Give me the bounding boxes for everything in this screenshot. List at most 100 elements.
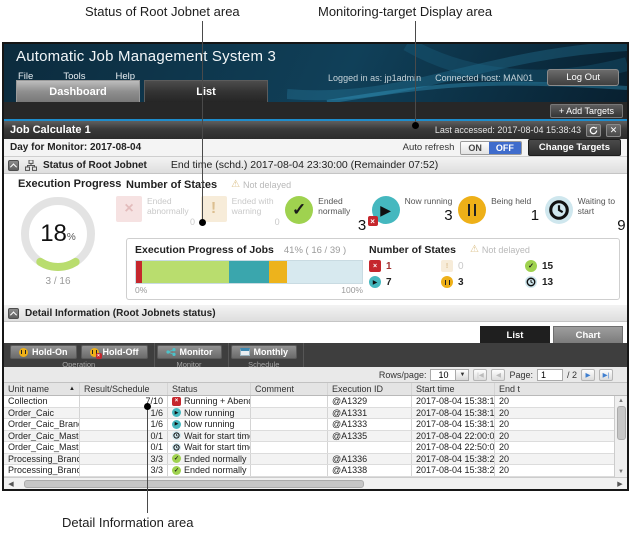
- held-icon: ×: [89, 347, 102, 359]
- view-tab-chart[interactable]: Chart: [553, 326, 623, 343]
- column-header-3[interactable]: Comment: [251, 383, 328, 395]
- next-page-button[interactable]: ▶: [581, 368, 595, 381]
- column-header-5[interactable]: Start time: [412, 383, 495, 395]
- status-text: Now running: [184, 419, 235, 430]
- monitor-button[interactable]: Monitor: [156, 345, 222, 359]
- gauge-percent-value: 18: [40, 219, 67, 247]
- scroll-left-icon[interactable]: ◀: [8, 480, 14, 488]
- column-header-2[interactable]: Status: [168, 383, 251, 395]
- release-badge-icon: ×: [95, 352, 102, 359]
- comment-cell: [251, 442, 328, 453]
- unit-name-cell: Order_Caic: [4, 407, 80, 418]
- column-header-0[interactable]: Unit name ▲: [4, 383, 80, 395]
- toolbar-group-schedule: Monthly Schedule: [229, 343, 304, 369]
- refresh-button[interactable]: [586, 123, 601, 137]
- menu-item-file[interactable]: File: [18, 71, 34, 82]
- execution-id-cell: [328, 442, 412, 453]
- chevron-up-icon: [9, 310, 18, 318]
- page-input[interactable]: 1: [536, 368, 563, 381]
- app-header: Automatic Job Management System 3 File To…: [4, 44, 627, 102]
- scroll-right-icon[interactable]: ▶: [617, 480, 623, 488]
- toolbar-group-caption: Operation: [62, 360, 96, 369]
- status-cell: Wait for start time: [168, 442, 251, 453]
- number-of-states-heading: Number of States: [126, 179, 218, 191]
- state-item-warning: ! Ended with warning 0: [200, 196, 280, 234]
- auto-refresh-off-button[interactable]: OFF: [488, 141, 521, 154]
- table-row[interactable]: Processing_BranchB3/3✓Ended normally@A13…: [4, 465, 627, 477]
- status-section-header: Status of Root Jobnet End time (schd.) 2…: [4, 157, 627, 174]
- start-time-cell: 2017-08-04 15:38:19: [412, 419, 495, 430]
- hold-on-button[interactable]: Hold-On: [10, 345, 77, 359]
- rows-per-page-select[interactable]: 10 ▼: [430, 368, 470, 381]
- waiting-icon: [172, 442, 181, 452]
- callout-dot-status: [199, 219, 206, 226]
- toolbar-group-caption: Schedule: [248, 360, 280, 369]
- collapse-status-button[interactable]: [8, 159, 19, 171]
- unit-name-cell: Collection: [4, 396, 80, 407]
- state-label: Now running: [404, 196, 453, 206]
- header-session-info: Logged in as: jp1admin Connected host: M…: [328, 69, 619, 86]
- toolbar-group-monitor: Monitor Monitor: [155, 343, 229, 369]
- jobs-progress-panel: Execution Progress of Jobs 41% ( 16 / 39…: [127, 239, 369, 299]
- bar-segment-waiting: [286, 261, 362, 283]
- change-targets-button[interactable]: Change Targets: [527, 139, 621, 156]
- monthly-button[interactable]: Monthly: [230, 345, 297, 359]
- toolbar-group-caption: Monitor: [176, 360, 202, 369]
- auto-refresh-on-button[interactable]: ON: [461, 141, 489, 154]
- state-item-success: ✓ Ended normally 3: [285, 196, 366, 234]
- vertical-scrollbar[interactable]: ▲ ▼: [614, 396, 627, 477]
- state-item-held: Being held 1: [458, 196, 539, 234]
- hold-off-button[interactable]: × Hold-Off: [80, 345, 148, 359]
- add-targets-button[interactable]: + Add Targets: [549, 103, 623, 118]
- column-header-1[interactable]: Result/Schedule: [80, 383, 168, 395]
- nav-tab-list[interactable]: List: [144, 80, 268, 102]
- column-header-6[interactable]: End t: [499, 384, 521, 394]
- first-page-button[interactable]: |◀: [473, 368, 488, 381]
- status-root-jobnet-area: Execution Progress 18 % 3 / 16 Number of…: [4, 174, 627, 305]
- running-icon: ▶: [369, 276, 381, 288]
- state-label: Being held: [491, 196, 532, 206]
- last-page-button[interactable]: ▶|: [599, 368, 613, 381]
- start-time-cell: 2017-08-04 15:38:13: [412, 396, 495, 407]
- nav-tab-dashboard[interactable]: Dashboard: [16, 80, 140, 102]
- table-row[interactable]: Order_Caic 1/6 ▶ Now running @A1331 2017-08-0…: [4, 407, 627, 419]
- start-time-cell: 2017-08-04 15:38:24: [412, 453, 495, 464]
- status-cell: Wait for start time: [168, 430, 251, 441]
- table-row[interactable]: Processing_BranchA3/3✓Ended normally@A13…: [4, 453, 627, 465]
- play-glyph: ▶: [372, 279, 378, 286]
- toolbar-button-label: Hold-On: [32, 347, 68, 357]
- states-row: × Ended abnormally 0! Ended with warning 0 ✓ E…: [116, 196, 626, 234]
- comment-cell: [251, 465, 328, 476]
- job-count-warning: ! 0: [441, 260, 525, 272]
- play-glyph: ▶: [174, 409, 179, 416]
- page-label: Page:: [509, 369, 533, 380]
- pause-glyph: [21, 350, 26, 354]
- table-row[interactable]: Order_Caic_Master 0/1 Wait for start time @…: [4, 430, 627, 442]
- status-text: Wait for start time: [184, 430, 251, 441]
- table-row[interactable]: Collection 7/10 × Running + Abend @A1329 2017…: [4, 396, 627, 408]
- column-header-4[interactable]: Execution ID: [328, 383, 412, 395]
- horizontal-scroll-thumb[interactable]: [24, 479, 364, 488]
- detail-section-title: Detail Information (Root Jobnets status): [25, 307, 216, 319]
- bar-segment-abend: [136, 261, 142, 283]
- warning-dim-icon: !: [200, 196, 227, 222]
- table-row[interactable]: Order_Caic_Branch 1/6 ▶ Now running @A1333 20…: [4, 419, 627, 431]
- monitor-icon: [165, 348, 176, 356]
- running-icon: ▶: [172, 419, 181, 429]
- collapse-detail-button[interactable]: [8, 307, 19, 319]
- not-delayed-label: Not delayed: [243, 180, 292, 190]
- scroll-up-icon[interactable]: ▲: [618, 398, 624, 404]
- menu-item-tools[interactable]: Tools: [63, 71, 86, 82]
- view-tab-list[interactable]: List: [480, 326, 550, 343]
- horizontal-scrollbar[interactable]: ◀ ▶: [4, 477, 627, 489]
- vertical-scroll-thumb[interactable]: [616, 406, 626, 440]
- scroll-down-icon[interactable]: ▼: [618, 469, 624, 475]
- main-nav-tabs: Dashboard List: [16, 80, 268, 102]
- menu-item-help[interactable]: Help: [115, 71, 136, 82]
- jobs-progress-title: Execution Progress of Jobs: [135, 244, 274, 256]
- prev-page-button[interactable]: ◀: [491, 368, 506, 381]
- close-button[interactable]: ✕: [606, 123, 621, 137]
- unit-name-cell: Processing_BranchA: [4, 453, 80, 464]
- logout-button[interactable]: Log Out: [547, 69, 619, 86]
- table-row[interactable]: Order_Caic_Master 0/1 Wait for start time 2…: [4, 442, 627, 454]
